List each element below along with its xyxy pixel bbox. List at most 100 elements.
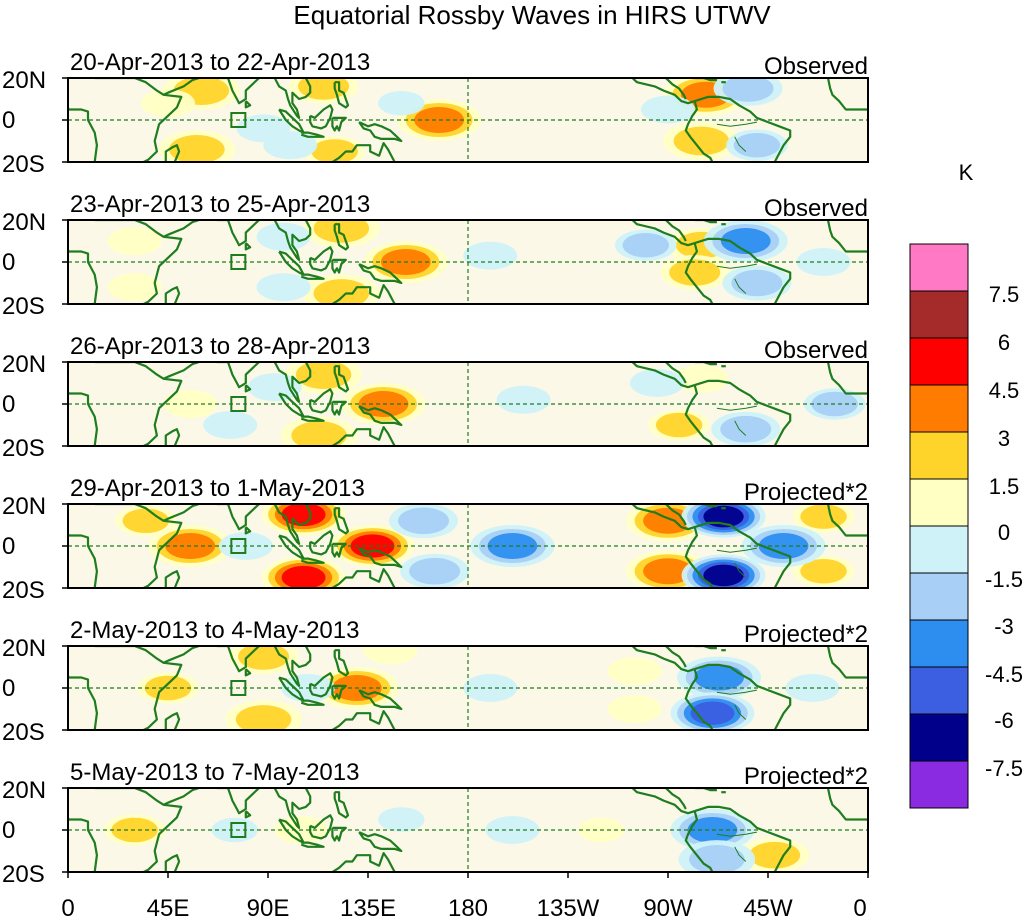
x-tick-label: 45W: [743, 895, 793, 922]
positive-anomaly-contour: [643, 558, 693, 585]
country-border: [734, 420, 747, 436]
coastline: [273, 362, 312, 403]
coastline: [331, 542, 347, 558]
map-panel: 20N 0 20S 20-Apr-2013 to 22-Apr-2013 Observe…: [2, 49, 869, 178]
positive-anomaly-contour: [313, 279, 370, 304]
colorbar-box: [909, 478, 969, 527]
coastline: [300, 557, 325, 564]
coastline: [94, 362, 183, 446]
anomaly-field: [107, 220, 851, 304]
coastline: [309, 246, 334, 272]
coastline: [94, 788, 183, 872]
chart-title: Equatorial Rossby Waves in HIRS UTWV: [293, 0, 771, 30]
positive-anomaly-contour: [281, 565, 326, 588]
colorbar-label: 1.5: [989, 474, 1020, 499]
y-tick-label: 20S: [2, 577, 45, 604]
panel-layer: 20N 0 20S 20-Apr-2013 to 22-Apr-2013 Observe…: [2, 49, 869, 888]
x-tick-label: 45E: [147, 895, 190, 922]
positive-anomaly-contour: [363, 646, 418, 665]
coastline: [327, 284, 396, 304]
coastline: [327, 142, 396, 162]
coastline: [327, 852, 396, 872]
coastline: [684, 242, 714, 304]
negative-anomaly-contour: [689, 845, 745, 872]
coastline: [358, 263, 403, 285]
positive-anomaly-contour: [655, 412, 703, 438]
coastline: [665, 788, 687, 810]
negative-anomaly-contour: [641, 95, 695, 124]
colorbar-label: 3: [998, 426, 1010, 451]
x-tick-label: 135W: [537, 895, 600, 922]
coastline: [331, 400, 347, 416]
negative-anomaly-contour: [722, 78, 774, 102]
panel-date-range: 20-Apr-2013 to 22-Apr-2013: [70, 49, 370, 76]
coastline: [358, 689, 403, 711]
colorbar-box: [909, 713, 969, 762]
positive-anomaly-contour: [749, 841, 801, 869]
y-tick-label: 0: [2, 391, 15, 418]
colorbar-box: [909, 525, 969, 574]
y-tick-label: 20N: [2, 493, 46, 520]
panel-date-range: 29-Apr-2013 to 1-May-2013: [70, 475, 365, 502]
coastline: [665, 220, 687, 242]
y-tick-label: 20N: [2, 635, 46, 662]
colorbar-box: [909, 666, 969, 715]
coastline: [665, 646, 687, 668]
panel-date-range: 23-Apr-2013 to 25-Apr-2013: [70, 191, 370, 218]
negative-anomaly-contour: [203, 411, 258, 439]
x-tick-label: 0: [853, 895, 866, 922]
colorbar-box: [909, 290, 969, 339]
coastline: [164, 144, 181, 162]
country-border: [716, 263, 757, 269]
coastline: [68, 533, 98, 588]
coastline: [309, 104, 334, 130]
y-tick-label: 20S: [2, 861, 45, 888]
coastline: [694, 362, 717, 366]
coastline: [163, 646, 200, 664]
colorbar-unit: K: [959, 160, 974, 185]
negative-anomaly-contour: [496, 385, 551, 414]
coastline: [244, 242, 252, 251]
coastline: [327, 710, 396, 730]
country-border: [716, 405, 757, 411]
colorbar-label: -3: [994, 614, 1014, 639]
coastline: [826, 788, 868, 821]
coastline: [216, 78, 260, 105]
coastline: [327, 568, 396, 588]
colorbar-label: -4.5: [985, 662, 1023, 687]
y-tick-label: 20S: [2, 293, 45, 320]
coastline: [216, 362, 260, 389]
colorbar-box: [909, 243, 969, 292]
negative-anomaly-contour: [720, 228, 771, 254]
coastline: [333, 791, 350, 819]
colorbar-label: -6: [994, 708, 1014, 733]
x-tick-label: 180: [448, 895, 488, 922]
negative-anomaly-contour: [256, 273, 311, 302]
coastline: [826, 362, 868, 395]
map-panel: 20N 0 20S 23-Apr-2013 to 25-Apr-2013 Observe…: [2, 191, 869, 320]
coastlines: [68, 646, 868, 730]
positive-anomaly-contour: [800, 558, 847, 584]
negative-anomaly-contour: [463, 241, 518, 270]
coastline: [68, 817, 98, 872]
coastline: [694, 78, 717, 82]
coastline: [94, 646, 183, 730]
x-axis: 0 45E 90E 135E 180 135W 90W 45W 0: [61, 895, 866, 922]
country-border: [734, 704, 747, 720]
country-border: [716, 831, 757, 837]
coastline: [327, 426, 396, 446]
positive-anomaly-contour: [238, 646, 290, 670]
panel-kind-label: Observed: [764, 53, 868, 80]
panel-date-range: 5-May-2013 to 7-May-2013: [70, 759, 359, 786]
positive-anomaly-contour: [607, 657, 662, 686]
coastline: [216, 646, 260, 673]
y-tick-label: 0: [2, 249, 15, 276]
y-tick-label: 20N: [2, 67, 46, 94]
positive-anomaly-contour: [311, 139, 358, 162]
x-tick-label: 0: [61, 895, 74, 922]
coastline: [331, 684, 347, 700]
panel-kind-label: Projected*2: [744, 479, 868, 506]
coastline: [331, 258, 347, 274]
coastline: [309, 814, 334, 840]
negative-anomaly-contour: [629, 369, 684, 397]
